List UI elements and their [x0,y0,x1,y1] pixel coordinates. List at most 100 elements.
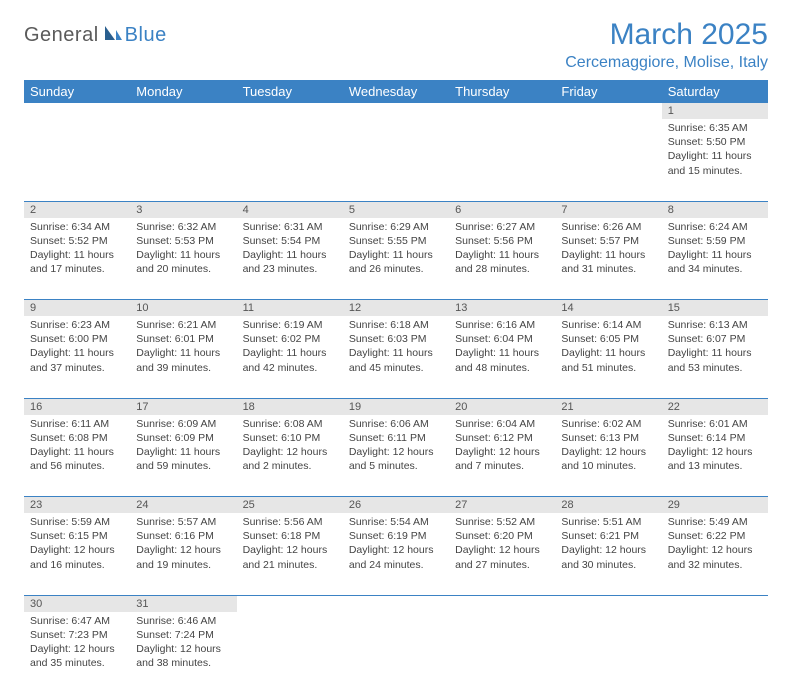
day-cell: Sunrise: 6:01 AMSunset: 6:14 PMDaylight:… [662,415,768,497]
sunset-text: Sunset: 6:18 PM [243,529,337,543]
day-number-cell: 11 [237,300,343,317]
sunrise-text: Sunrise: 6:19 AM [243,318,337,332]
sunset-text: Sunset: 6:16 PM [136,529,230,543]
sunset-text: Sunset: 5:57 PM [561,234,655,248]
day-cell: Sunrise: 6:27 AMSunset: 5:56 PMDaylight:… [449,218,555,300]
day-details: Sunrise: 6:29 AMSunset: 5:55 PMDaylight:… [343,218,449,281]
day-details: Sunrise: 6:23 AMSunset: 6:00 PMDaylight:… [24,316,130,379]
day-cell: Sunrise: 5:59 AMSunset: 6:15 PMDaylight:… [24,513,130,595]
day-details: Sunrise: 6:35 AMSunset: 5:50 PMDaylight:… [662,119,768,182]
day-details: Sunrise: 6:09 AMSunset: 6:09 PMDaylight:… [130,415,236,478]
sunrise-text: Sunrise: 6:13 AM [668,318,762,332]
sunrise-text: Sunrise: 6:46 AM [136,614,230,628]
day-number-cell: 19 [343,398,449,415]
sunrise-text: Sunrise: 6:21 AM [136,318,230,332]
day-number-cell: 4 [237,201,343,218]
sunset-text: Sunset: 6:07 PM [668,332,762,346]
day-number-cell [343,103,449,119]
day-number-cell [24,103,130,119]
daylight-text: Daylight: 11 hours and 59 minutes. [136,445,230,473]
sunset-text: Sunset: 6:04 PM [455,332,549,346]
daylight-text: Daylight: 12 hours and 21 minutes. [243,543,337,571]
sunset-text: Sunset: 6:08 PM [30,431,124,445]
daylight-text: Daylight: 11 hours and 26 minutes. [349,248,443,276]
day-number-cell: 18 [237,398,343,415]
day-number-cell: 28 [555,497,661,514]
sunset-text: Sunset: 6:11 PM [349,431,443,445]
day-details: Sunrise: 6:16 AMSunset: 6:04 PMDaylight:… [449,316,555,379]
week-row: Sunrise: 6:11 AMSunset: 6:08 PMDaylight:… [24,415,768,497]
sunset-text: Sunset: 6:09 PM [136,431,230,445]
day-details: Sunrise: 6:06 AMSunset: 6:11 PMDaylight:… [343,415,449,478]
sunrise-text: Sunrise: 5:49 AM [668,515,762,529]
day-number-cell: 14 [555,300,661,317]
day-cell: Sunrise: 6:47 AMSunset: 7:23 PMDaylight:… [24,612,130,694]
day-cell: Sunrise: 6:08 AMSunset: 6:10 PMDaylight:… [237,415,343,497]
sunrise-text: Sunrise: 6:04 AM [455,417,549,431]
sunrise-text: Sunrise: 6:24 AM [668,220,762,234]
sunset-text: Sunset: 6:05 PM [561,332,655,346]
daylight-text: Daylight: 11 hours and 37 minutes. [30,346,124,374]
day-cell: Sunrise: 6:14 AMSunset: 6:05 PMDaylight:… [555,316,661,398]
day-number-cell [237,595,343,612]
sunrise-text: Sunrise: 6:18 AM [349,318,443,332]
sunrise-text: Sunrise: 5:56 AM [243,515,337,529]
daylight-text: Daylight: 11 hours and 45 minutes. [349,346,443,374]
day-details: Sunrise: 6:21 AMSunset: 6:01 PMDaylight:… [130,316,236,379]
daylight-text: Daylight: 12 hours and 27 minutes. [455,543,549,571]
day-cell: Sunrise: 6:19 AMSunset: 6:02 PMDaylight:… [237,316,343,398]
weekday-header: Sunday [24,80,130,103]
day-details: Sunrise: 6:18 AMSunset: 6:03 PMDaylight:… [343,316,449,379]
day-number-cell: 12 [343,300,449,317]
daylight-text: Daylight: 12 hours and 16 minutes. [30,543,124,571]
day-cell: Sunrise: 5:51 AMSunset: 6:21 PMDaylight:… [555,513,661,595]
daylight-text: Daylight: 11 hours and 48 minutes. [455,346,549,374]
sunset-text: Sunset: 6:14 PM [668,431,762,445]
location-subtitle: Cercemaggiore, Molise, Italy [565,54,768,72]
sunset-text: Sunset: 7:24 PM [136,628,230,642]
day-cell: Sunrise: 6:21 AMSunset: 6:01 PMDaylight:… [130,316,236,398]
daylight-text: Daylight: 11 hours and 51 minutes. [561,346,655,374]
sunrise-text: Sunrise: 6:08 AM [243,417,337,431]
day-number-cell: 27 [449,497,555,514]
header: General Blue March 2025 Cercemaggiore, M… [24,18,768,72]
daylight-text: Daylight: 11 hours and 34 minutes. [668,248,762,276]
day-number-cell: 3 [130,201,236,218]
sunset-text: Sunset: 5:53 PM [136,234,230,248]
day-details: Sunrise: 5:51 AMSunset: 6:21 PMDaylight:… [555,513,661,576]
day-details: Sunrise: 5:54 AMSunset: 6:19 PMDaylight:… [343,513,449,576]
day-cell: Sunrise: 5:57 AMSunset: 6:16 PMDaylight:… [130,513,236,595]
weekday-header: Saturday [662,80,768,103]
sunset-text: Sunset: 5:56 PM [455,234,549,248]
sunrise-text: Sunrise: 5:54 AM [349,515,443,529]
day-number-cell [449,103,555,119]
sunset-text: Sunset: 6:22 PM [668,529,762,543]
day-number-cell: 16 [24,398,130,415]
sunrise-text: Sunrise: 6:31 AM [243,220,337,234]
weekday-header: Wednesday [343,80,449,103]
daylight-text: Daylight: 11 hours and 56 minutes. [30,445,124,473]
sunrise-text: Sunrise: 5:52 AM [455,515,549,529]
day-number-row: 16171819202122 [24,398,768,415]
day-number-cell: 10 [130,300,236,317]
sunset-text: Sunset: 7:23 PM [30,628,124,642]
day-cell [130,119,236,201]
sunrise-text: Sunrise: 6:16 AM [455,318,549,332]
day-cell [343,612,449,694]
day-cell: Sunrise: 5:56 AMSunset: 6:18 PMDaylight:… [237,513,343,595]
daylight-text: Daylight: 11 hours and 17 minutes. [30,248,124,276]
day-cell [24,119,130,201]
day-number-row: 1 [24,103,768,119]
day-details: Sunrise: 6:13 AMSunset: 6:07 PMDaylight:… [662,316,768,379]
sunrise-text: Sunrise: 6:14 AM [561,318,655,332]
sunrise-text: Sunrise: 5:51 AM [561,515,655,529]
day-details: Sunrise: 6:08 AMSunset: 6:10 PMDaylight:… [237,415,343,478]
day-number-cell [555,595,661,612]
week-row: Sunrise: 6:23 AMSunset: 6:00 PMDaylight:… [24,316,768,398]
daylight-text: Daylight: 12 hours and 10 minutes. [561,445,655,473]
sunrise-text: Sunrise: 6:34 AM [30,220,124,234]
day-cell: Sunrise: 6:04 AMSunset: 6:12 PMDaylight:… [449,415,555,497]
day-cell: Sunrise: 6:02 AMSunset: 6:13 PMDaylight:… [555,415,661,497]
day-details: Sunrise: 6:32 AMSunset: 5:53 PMDaylight:… [130,218,236,281]
daylight-text: Daylight: 12 hours and 5 minutes. [349,445,443,473]
